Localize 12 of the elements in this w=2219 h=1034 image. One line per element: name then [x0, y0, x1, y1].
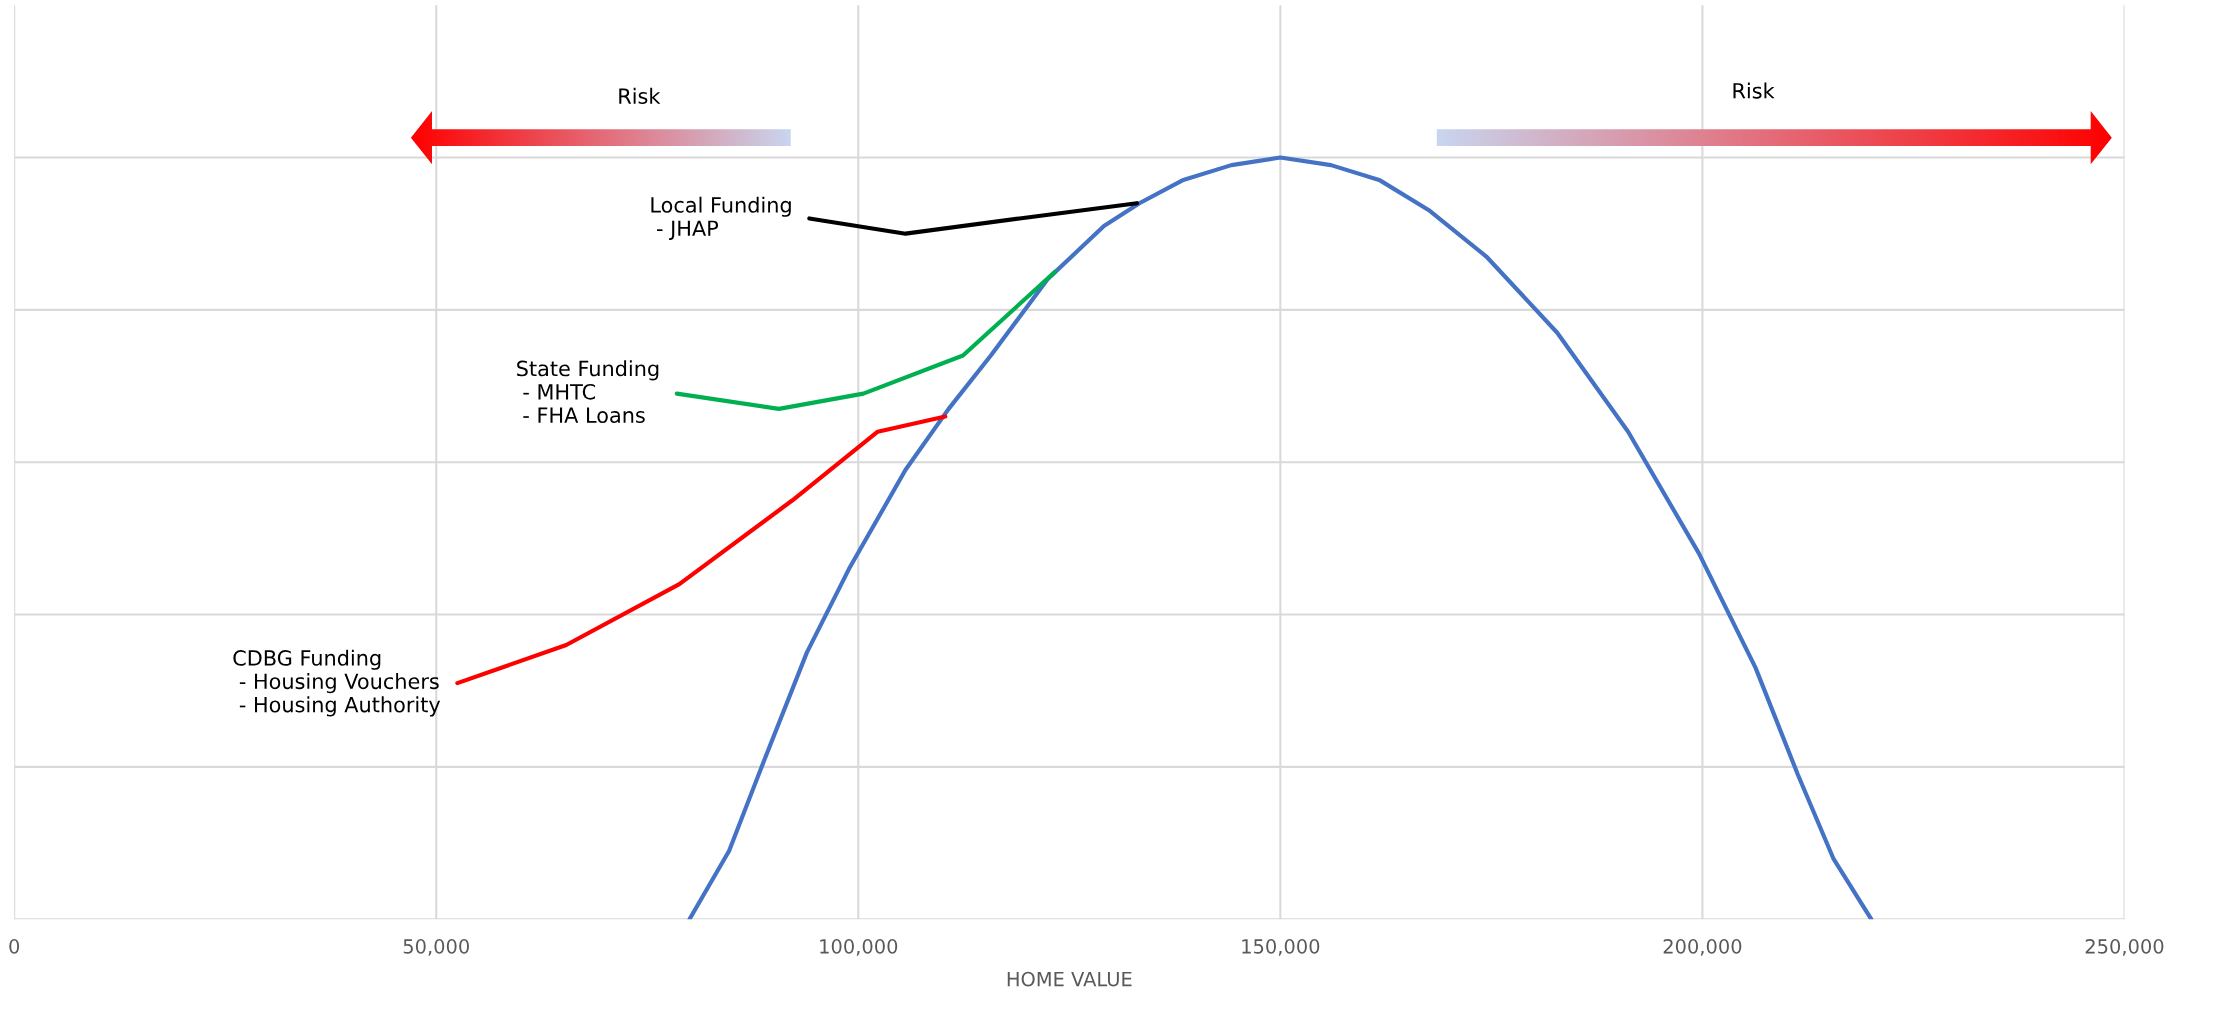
x-tick-label: 200,000	[1663, 939, 1742, 956]
x-tick-label: 100,000	[820, 939, 898, 956]
text: Risk	[619, 87, 661, 104]
text: Risk	[1733, 82, 1775, 99]
x-tick-label: 50,000	[403, 939, 469, 956]
x-tick-label: 150,000	[1242, 939, 1320, 956]
annotation: CDBG Funding - Housing Vouchers - Housing Authority	[233, 649, 441, 717]
annotation: State Funding - MHTC - FHA Loans	[517, 360, 659, 424]
x-axis-title: HOME VALUE	[1007, 971, 1132, 987]
annotation: Local Funding - JHAP	[651, 196, 791, 241]
x-tick-label: 250,000	[2085, 939, 2164, 956]
x-tick-label: 0	[9, 939, 20, 954]
